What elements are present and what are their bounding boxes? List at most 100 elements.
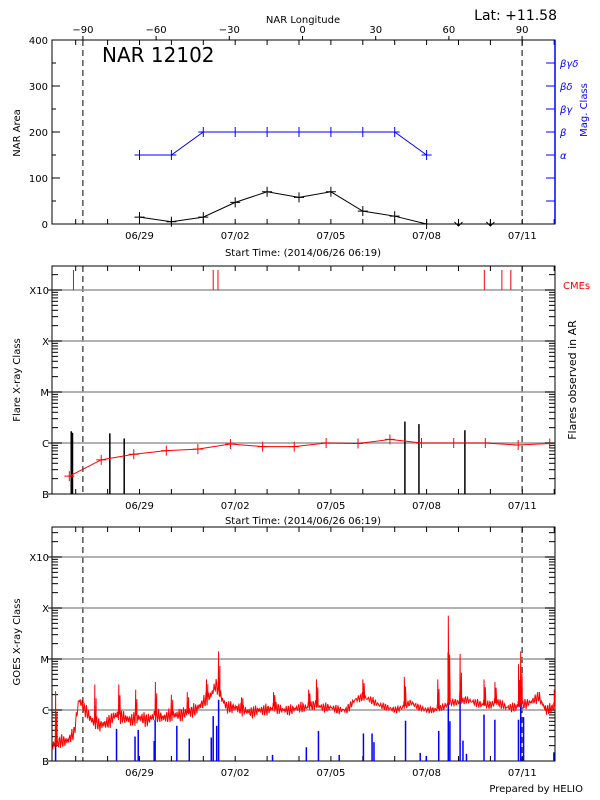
mag-class-point [357,127,368,137]
y-tick-label: 0 [42,220,48,231]
flare-class-trend-line [69,438,550,477]
goes-xray-panel: 06/29 07/02 07/05 07/08 07/11 B C M X X10 [29,526,556,779]
latitude-label: Lat: +11.58 [474,8,557,24]
x-tick-label: 06/29 [125,231,154,242]
x-tick-label: 07/11 [508,768,537,779]
x-tick-label: 07/02 [221,768,250,779]
nar-area-point [389,211,400,222]
y-tick-label: B [42,757,49,768]
y-tick-label: C [42,439,49,450]
mag-class-tick-label: βγδ [559,59,578,70]
mag-class-point [166,150,177,160]
mag-class-tick-label: β [559,128,567,139]
mag-class-tick-label: βδ [559,82,573,93]
x-tick-label: 07/11 [508,501,537,512]
y-tick-label: C [42,706,49,717]
y-tick-label: X10 [29,553,49,564]
flare-class-point [384,434,395,445]
y-tick-label: X [42,337,49,348]
x-tick-label: 07/11 [508,231,537,242]
nar-area-point [262,186,273,197]
nar-area-point [421,219,432,229]
mag-class-point [389,127,400,137]
top-axis-tick-label: −90 [72,25,93,36]
flare-class-point [416,438,427,448]
flare-class-point [321,438,332,448]
y-axis-title-3: GOES X-ray Class [12,598,23,685]
mag-class-point [230,127,241,137]
y2-axis-title-2: Flares observed in AR [566,320,579,440]
x-tick-label: 06/29 [125,768,154,779]
flare-class-point [480,438,491,448]
mag-class-point [325,127,336,137]
x-tick-label: 07/05 [316,768,345,779]
flare-class-point [544,438,555,449]
y-tick-label: 400 [29,36,48,47]
x-tick-label: 07/05 [316,501,345,512]
flare-class-point [192,444,203,455]
flare-class-point [353,438,364,449]
nar-area-nodata-marker [486,220,495,227]
mag-class-point [134,150,145,160]
y2-axis-title-1: Mag. Class [579,83,590,137]
flare-class-point [257,441,268,452]
x-tick-label: 07/05 [316,231,345,242]
nar-area-line [139,191,427,225]
mag-class-tick-label: α [560,151,567,162]
mag-class-point [421,150,432,160]
y-tick-label: 200 [29,128,48,139]
mag-class-tick-label: βγ [559,105,573,116]
panel-title: NAR 12102 [102,43,215,67]
x-tick-label: 07/08 [412,231,441,242]
flare-class-panel: 06/29 07/02 07/05 07/08 07/11 B C M X X10 [29,265,556,512]
top-axis-title: NAR Longitude [266,15,340,26]
y-axis-title-1: NAR Area [12,109,23,156]
flare-class-point [96,454,107,465]
nar-area-point [357,206,368,217]
y-tick-label: X [42,604,49,615]
plot-frame [51,265,556,495]
y-tick-label: 300 [29,82,48,93]
nar-area-point [198,212,209,223]
y-tick-label: 100 [29,174,48,185]
flare-class-point [128,449,139,460]
y-tick-label: M [40,655,49,666]
nar-area-point [230,197,241,208]
mag-class-point [262,127,273,137]
flare-class-point [513,440,524,451]
x-axis-title-2: Start Time: (2014/06/26 06:19) [225,516,381,527]
plot-frame [51,526,556,762]
mag-class-line [139,131,427,156]
y-tick-label: B [42,490,49,501]
nar-area-point [166,216,177,227]
top-axis-tick-label: −30 [219,25,240,36]
nar-area-panel: 06/29 07/02 07/05 07/08 07/110100200300400−9… [29,25,579,242]
top-axis-tick-label: 0 [299,25,305,36]
flare-class-point [448,438,459,448]
x-tick-label: 07/02 [221,501,250,512]
flare-class-point [289,441,300,452]
top-axis-tick-label: −60 [146,25,167,36]
x-axis-title-1: Start Time: (2014/06/26 06:19) [225,248,381,259]
x-tick-label: 07/08 [412,501,441,512]
top-axis-tick-label: 30 [369,25,382,36]
x-tick-label: 06/29 [125,501,154,512]
cme-label: CMEs [563,281,590,292]
mag-class-point [198,127,209,137]
top-axis-tick-label: 60 [443,25,456,36]
nar-area-point [134,212,145,223]
flare-class-point [161,445,172,456]
nar-area-point [325,186,336,197]
goes-xray-flux-line [51,615,556,750]
flare-class-point [64,471,75,482]
nar-area-nodata-marker [454,220,463,227]
top-axis-tick-label: 90 [516,25,529,36]
y-axis-title-2: Flare X-ray Class [12,338,23,422]
flare-class-point [225,439,236,450]
footer-credit: Prepared by HELIO [489,784,583,795]
y-tick-label: M [40,388,49,399]
x-tick-label: 07/02 [221,231,250,242]
x-tick-label: 07/08 [412,768,441,779]
nar-area-point [294,192,304,203]
